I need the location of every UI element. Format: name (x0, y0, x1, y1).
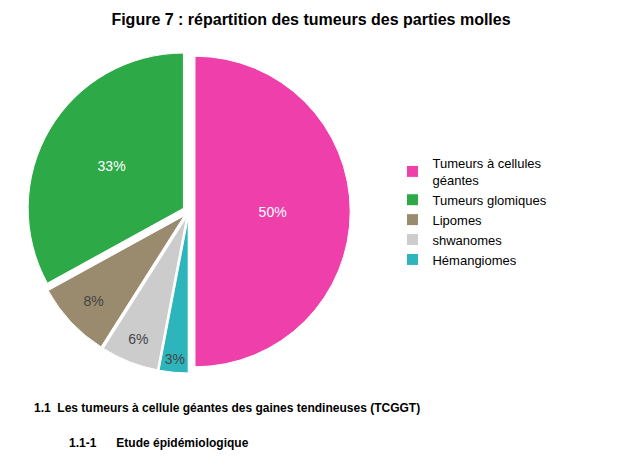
svg-text:3%: 3% (165, 351, 185, 367)
svg-text:shwanomes: shwanomes (432, 233, 502, 248)
svg-text:1.1 Les tumeurs à cellule géa: 1.1 Les tumeurs à cellule géantes des ga… (34, 401, 420, 415)
svg-text:6%: 6% (128, 331, 148, 347)
svg-text:Tumeurs glomiques: Tumeurs glomiques (432, 193, 546, 208)
svg-text:8%: 8% (83, 293, 103, 309)
svg-text:1.1-1 Etude épidémiologiq: 1.1-1 Etude épidémiologique (69, 436, 249, 450)
svg-text:Hémangiomes: Hémangiomes (432, 253, 516, 268)
svg-text:Figure 7 : répartition des tum: Figure 7 : répartition des tumeurs des p… (111, 11, 510, 28)
svg-text:Lipomes: Lipomes (432, 213, 482, 228)
svg-text:50%: 50% (259, 204, 287, 220)
svg-text:Tumeurs à cellulesgéantes: Tumeurs à cellulesgéantes (432, 156, 541, 188)
svg-text:33%: 33% (98, 158, 126, 174)
